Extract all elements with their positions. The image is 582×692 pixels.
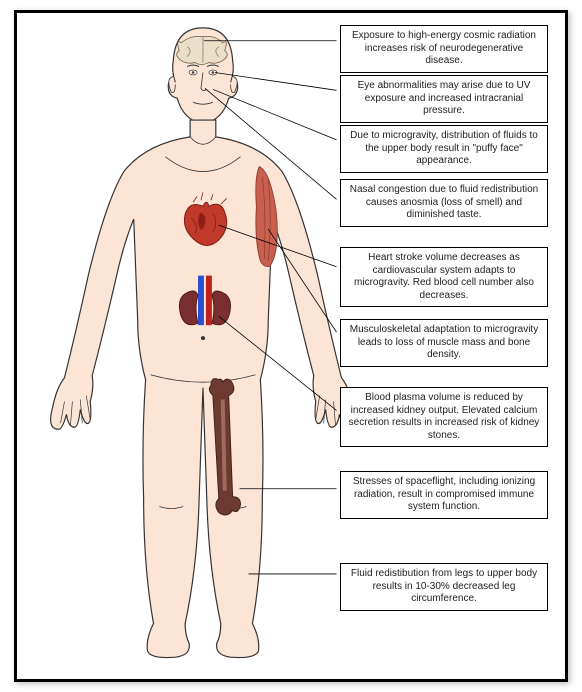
- label-brain: Exposure to high-energy cosmic radiation…: [340, 25, 548, 73]
- label-immune: Stresses of spaceflight, including ioniz…: [340, 471, 548, 519]
- label-legs: Fluid redistibution from legs to upper b…: [340, 563, 548, 611]
- label-heart: Heart stroke volume decreases as cardiov…: [340, 247, 548, 307]
- diagram-frame: Exposure to high-energy cosmic radiation…: [14, 10, 568, 682]
- label-text: Eye abnormalities may arise due to UV ex…: [358, 80, 531, 116]
- label-text: Nasal congestion due to fluid redistribu…: [350, 184, 538, 220]
- label-nose: Nasal congestion due to fluid redistribu…: [340, 179, 548, 227]
- label-muscle: Musculoskeletal adaptation to microgravi…: [340, 319, 548, 367]
- label-text: Due to microgravity, distribution of flu…: [350, 130, 538, 166]
- human-body: [51, 28, 356, 658]
- label-kidney: Blood plasma volume is reduced by increa…: [340, 387, 548, 447]
- label-text: Musculoskeletal adaptation to microgravi…: [350, 324, 538, 360]
- label-eye: Eye abnormalities may arise due to UV ex…: [340, 75, 548, 123]
- label-text: Heart stroke volume decreases as cardiov…: [354, 252, 534, 301]
- label-text: Fluid redistibution from legs to upper b…: [351, 568, 537, 604]
- label-face: Due to microgravity, distribution of flu…: [340, 125, 548, 173]
- label-text: Blood plasma volume is reduced by increa…: [349, 392, 540, 441]
- label-text: Exposure to high-energy cosmic radiation…: [352, 30, 536, 66]
- label-text: Stresses of spaceflight, including ioniz…: [353, 476, 535, 512]
